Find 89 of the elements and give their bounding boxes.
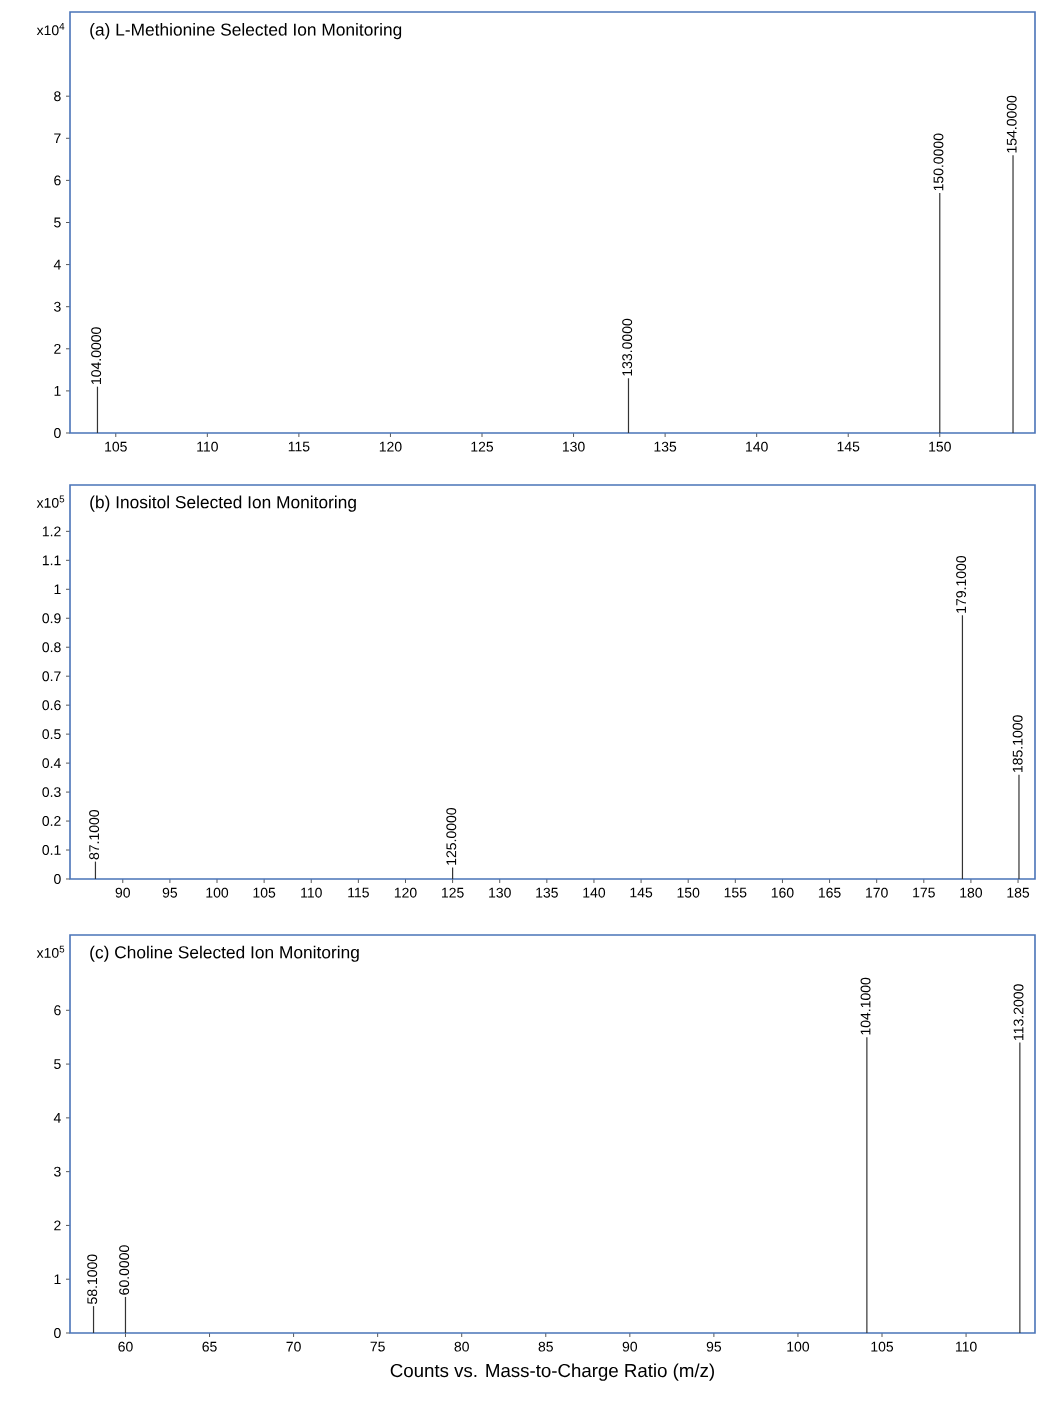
y-tick-label: 3 — [54, 1166, 61, 1177]
x-tick-label: 110 — [197, 441, 218, 452]
annotation: 113.2000 — [1013, 984, 1024, 1040]
text: (b) Inositol Selected Ion Monitoring — [90, 495, 356, 512]
x-tick-label: 135 — [654, 441, 677, 452]
annotation: 58.1000 — [87, 1254, 98, 1304]
x-tick-label: 100 — [787, 1341, 810, 1352]
x-tick-label: 145 — [630, 887, 653, 898]
y-tick-label: 1 — [54, 386, 61, 396]
annotation: 150.0000 — [933, 133, 944, 191]
y-tick-label: 1 — [54, 1274, 61, 1285]
x-tick-label: 105 — [253, 887, 276, 898]
y-tick-label: 0.3 — [42, 787, 61, 798]
x-tick-label: 145 — [837, 441, 860, 452]
x-tick-label: 110 — [955, 1341, 977, 1352]
y-tick-label: 4 — [53, 1113, 61, 1123]
x-tick-label: 125 — [471, 441, 494, 452]
y-tick-label: 0 — [54, 428, 61, 438]
y-axis-title: x10$^{4}$ — [36, 23, 65, 36]
annotation: 60.0000 — [119, 1245, 130, 1295]
x-tick-label: 75 — [370, 1341, 385, 1352]
y-tick-label: 0 — [54, 874, 61, 884]
text: (a) L-Methionine Selected Ion Monitoring — [90, 23, 402, 40]
y-tick-label: 0.2 — [42, 816, 61, 827]
y-tick-label: 0.5 — [42, 729, 61, 740]
x-tick-label: 180 — [960, 887, 983, 898]
y-tick-label: 0.6 — [42, 700, 61, 711]
x-tick-label: 70 — [286, 1341, 301, 1352]
annotation: 185.1000 — [1012, 715, 1023, 773]
x-tick-label: 115 — [348, 887, 369, 898]
annotation: 154.0000 — [1006, 95, 1017, 153]
x-tick-label: 135 — [536, 887, 558, 898]
x-tick-label: 100 — [206, 887, 229, 898]
y-tick-label: 6 — [54, 175, 61, 186]
x-tick-label: 95 — [706, 1341, 722, 1352]
x-tick-label: 60 — [118, 1341, 133, 1352]
y-tick-label: 0.8 — [42, 642, 61, 653]
annotation: 179.1000 — [956, 555, 967, 613]
x-tick-label: 155 — [724, 887, 747, 898]
y-tick-label: 0 — [54, 1328, 61, 1338]
annotation: 104.1000 — [860, 977, 871, 1035]
text: (c) Choline Selected Ion Monitoring — [90, 945, 359, 962]
y-tick-label: 3 — [54, 301, 61, 312]
y-axis-title: x10$^{5}$ — [36, 495, 65, 508]
y-tick-label: 0.1 — [42, 845, 61, 855]
x-tick-label: 110 — [301, 887, 322, 898]
y-tick-label: 2 — [54, 343, 61, 354]
x-tick-label: 165 — [818, 887, 841, 898]
y-tick-label: 6 — [54, 1005, 61, 1016]
x-tick-label: 160 — [771, 887, 794, 898]
x-tick-label: 120 — [394, 887, 417, 898]
x-tick-label: 140 — [746, 441, 768, 452]
x-tick-label: 95 — [162, 887, 178, 898]
x-tick-label: 65 — [202, 1341, 217, 1352]
x-tick-label: 105 — [871, 1341, 894, 1352]
annotation: 133.0000 — [622, 318, 633, 376]
y-tick-label: 5 — [54, 217, 61, 228]
x-tick-label: 185 — [1007, 887, 1030, 898]
y-tick-label: 2 — [54, 1220, 61, 1231]
y-axis-title: x10$^{5}$ — [36, 945, 65, 958]
annotation: 125.0000 — [446, 807, 457, 865]
x-tick-label: 170 — [866, 887, 888, 898]
x-tick-label: 175 — [913, 887, 935, 898]
x-tick-label: 115 — [288, 441, 310, 452]
x-tick-label: 125 — [441, 887, 464, 898]
x-tick-label: 120 — [379, 441, 402, 452]
annotation: 104.0000 — [91, 327, 102, 385]
x-tick-label: 90 — [622, 1341, 638, 1352]
x-tick-label: 80 — [454, 1341, 469, 1352]
y-tick-label: 1.1 — [42, 555, 61, 566]
x-tick-label: 85 — [538, 1341, 553, 1352]
y-tick-label: 4 — [53, 259, 61, 270]
y-tick-label: 0.9 — [42, 613, 61, 624]
x-axis-title: Counts vs. Mass-to-Charge Ratio (m/z) — [390, 1363, 714, 1381]
y-tick-label: 1 — [54, 584, 61, 595]
x-tick-label: 150 — [677, 887, 700, 898]
x-tick-label: 130 — [562, 441, 585, 452]
x-tick-label: 130 — [489, 887, 511, 898]
x-tick-label: 150 — [929, 441, 951, 452]
y-tick-label: 5 — [54, 1059, 61, 1069]
y-tick-label: 7 — [54, 133, 61, 144]
y-tick-label: 8 — [54, 91, 61, 102]
y-tick-label: 0.4 — [42, 758, 61, 769]
x-tick-label: 105 — [105, 441, 127, 452]
x-tick-label: 90 — [115, 887, 131, 898]
x-tick-label: 140 — [583, 887, 606, 898]
annotation: 87.1000 — [89, 809, 100, 860]
y-tick-label: 1.2 — [42, 526, 61, 537]
y-tick-label: 0.7 — [42, 671, 61, 682]
